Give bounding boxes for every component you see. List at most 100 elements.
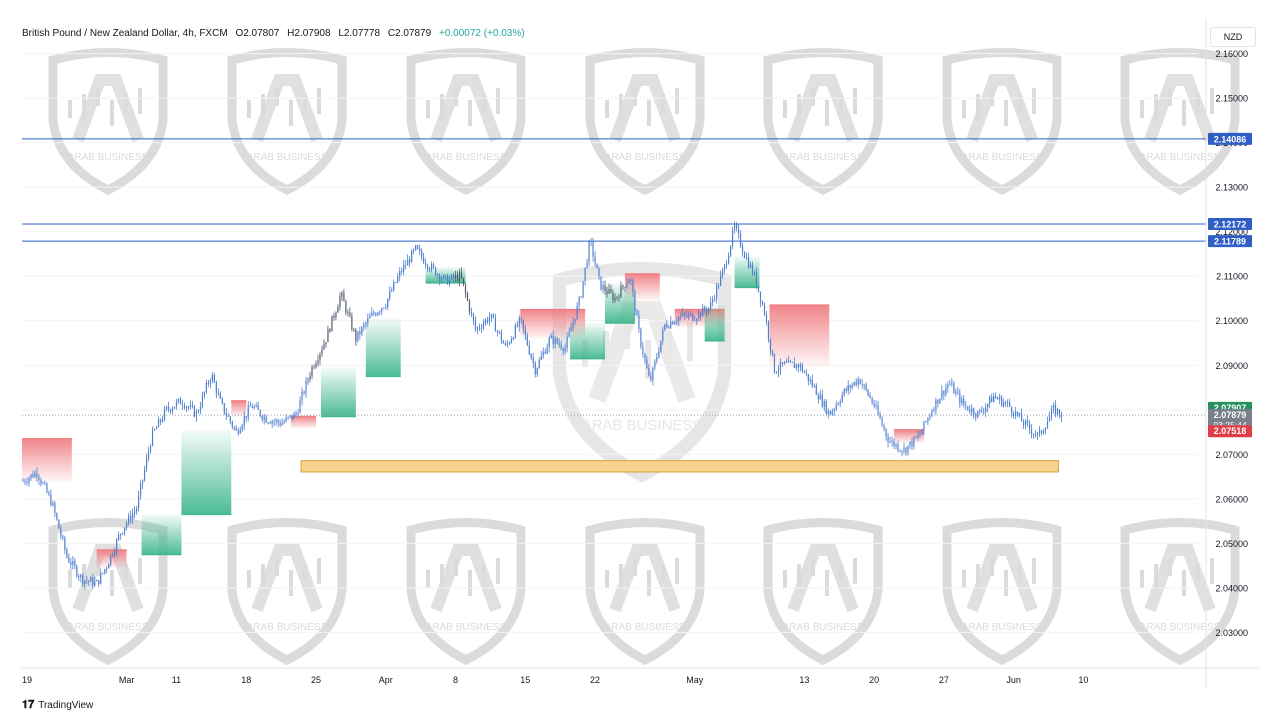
bull-cloud-block — [320, 367, 356, 417]
candle-body — [829, 410, 831, 415]
candle-body — [735, 224, 738, 229]
candle-body — [351, 316, 353, 330]
candle-body — [169, 409, 172, 412]
x-tick-label: May — [686, 675, 704, 685]
candle-body — [239, 429, 241, 434]
candle-body — [747, 257, 750, 268]
candle-body — [911, 441, 913, 447]
candle-body — [729, 246, 732, 256]
candle-body — [205, 382, 207, 393]
candle-body — [1001, 396, 1003, 406]
candle-body — [616, 296, 618, 299]
candle-body — [235, 427, 237, 431]
candle-body — [566, 336, 568, 348]
candle-body — [586, 262, 588, 268]
x-tick-label: 8 — [453, 675, 458, 685]
y-tick-label: 2.07000 — [1215, 450, 1248, 460]
candle-body — [409, 259, 411, 263]
candle-body — [207, 382, 209, 384]
candle-body — [777, 370, 780, 373]
watermark-shield-icon: ARAB BUSINESS — [942, 518, 1062, 666]
candle-body — [446, 276, 449, 285]
candle-body — [508, 342, 510, 344]
candle-body — [363, 324, 365, 328]
candle-body — [680, 315, 682, 317]
tradingview-logo[interactable]: 𝟏𝟕 TradingView — [22, 699, 93, 712]
candle-body — [143, 469, 146, 480]
x-tick-label: 11 — [172, 675, 181, 685]
candle-body — [937, 399, 939, 404]
bull-cloud-block — [181, 429, 232, 515]
watermark-shield-icon: ARAB BUSINESS — [942, 48, 1062, 196]
watermark-shield-icon: ARAB BUSINESS — [552, 262, 732, 483]
candle-body — [1026, 420, 1029, 424]
red-price-label: 2.07518 — [1214, 426, 1247, 436]
candle-body — [510, 339, 512, 343]
currency-button[interactable]: NZD — [1210, 27, 1256, 47]
candle-body — [130, 515, 132, 521]
candle-body — [492, 314, 494, 318]
candle-body — [52, 503, 54, 506]
candle-body — [243, 416, 245, 426]
candle-body — [989, 396, 991, 404]
candle-body — [323, 343, 325, 350]
candle-body — [237, 430, 239, 434]
candle-body — [132, 513, 134, 521]
watermark-shield-icon: ARAB BUSINESS — [1120, 518, 1240, 666]
candle-body — [187, 406, 190, 408]
candle-body — [393, 282, 395, 291]
candle-body — [863, 384, 865, 386]
candle-body — [383, 307, 385, 309]
candle-body — [139, 483, 142, 496]
bear-cloud-block — [769, 305, 830, 368]
candle-body — [60, 528, 62, 537]
level-price-label: 2.12172 — [1214, 220, 1247, 230]
candle-body — [1021, 413, 1023, 422]
candle-body — [419, 248, 421, 251]
candle-body — [307, 379, 309, 381]
symbol-title[interactable]: British Pound / New Zealand Dollar, 4h, … — [22, 28, 228, 39]
candle-body — [436, 274, 439, 276]
candle-body — [630, 279, 632, 281]
candle-body — [562, 348, 564, 351]
candle-body — [913, 436, 915, 447]
candle-body — [819, 394, 821, 400]
watermark-shield-icon: ARAB BUSINESS — [585, 518, 705, 666]
candle-body — [885, 428, 887, 436]
candle-body — [612, 292, 614, 301]
candle-body — [76, 566, 78, 577]
candle-body — [957, 391, 959, 393]
candle-body — [341, 292, 343, 297]
candle-body — [460, 272, 463, 279]
candle-body — [245, 416, 247, 418]
candle-body — [100, 573, 102, 584]
candle-body — [891, 440, 893, 443]
candle-body — [251, 406, 253, 409]
candle-body — [799, 364, 801, 368]
candle-body — [468, 300, 471, 312]
candle-body — [933, 410, 935, 412]
candle-body — [512, 337, 514, 340]
ohlc-low: L2.07778 — [338, 28, 381, 39]
candle-body — [273, 421, 275, 423]
candle-body — [945, 387, 947, 395]
candle-body — [138, 495, 140, 509]
candle-body — [171, 408, 174, 412]
candle-body — [1015, 411, 1017, 416]
candle-body — [526, 335, 528, 346]
candle-body — [560, 344, 562, 349]
watermark-shield-icon: ARAB BUSINESS — [406, 48, 526, 196]
candle-body — [658, 351, 660, 358]
candle-body — [785, 362, 787, 363]
candle-body — [299, 400, 301, 414]
candle-body — [1040, 430, 1043, 434]
candle-body — [373, 312, 375, 314]
candle-body — [759, 291, 762, 303]
candle-body — [536, 368, 538, 375]
candle-body — [851, 384, 853, 388]
candle-body — [618, 296, 620, 298]
candle-body — [847, 385, 849, 391]
candle-body — [708, 308, 710, 313]
candle-body — [64, 537, 66, 550]
